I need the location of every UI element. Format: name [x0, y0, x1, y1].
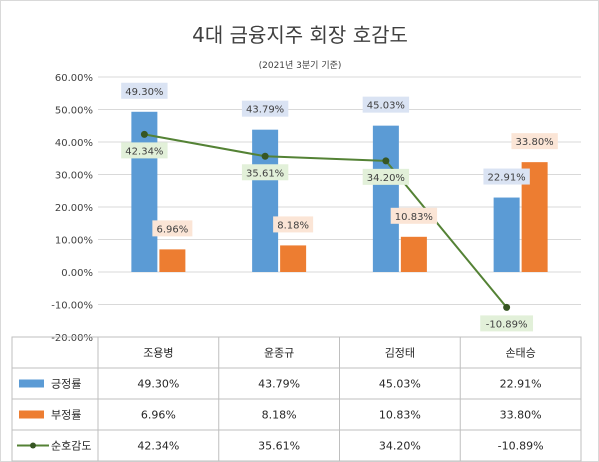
data-label: 49.30%	[125, 87, 163, 98]
bar	[400, 236, 427, 272]
data-label: -10.89%	[486, 319, 528, 330]
data-label-bg	[152, 220, 193, 237]
y-tick-label: 60.00%	[55, 73, 93, 84]
data-label-bg	[241, 100, 289, 117]
data-label: 8.18%	[277, 220, 309, 231]
line-series	[140, 130, 511, 311]
y-tick-label: 20.00%	[55, 203, 93, 214]
data-label-bg	[480, 315, 534, 332]
category-label: 손태승	[505, 347, 535, 360]
bar	[131, 111, 158, 273]
data-label: 43.79%	[246, 105, 284, 116]
table-cell: 22.91%	[500, 378, 542, 391]
data-label: 35.61%	[246, 168, 284, 179]
bar	[493, 197, 520, 272]
data-label-bg	[241, 164, 289, 181]
line-point	[503, 303, 511, 311]
data-label: 22.91%	[488, 173, 526, 184]
table-cell: 49.30%	[137, 378, 179, 391]
y-tick-label: -20.00%	[51, 333, 93, 344]
table-cell: -10.89%	[498, 440, 544, 453]
data-label: 33.80%	[516, 137, 554, 148]
data-label: 6.96%	[156, 224, 188, 235]
legend-marker	[30, 442, 36, 449]
category-label: 조용병	[143, 347, 173, 360]
chart-subtitle: (2021년 3분기 기준)	[259, 60, 342, 71]
legend-label: 순호감도	[51, 440, 91, 453]
line-point	[140, 130, 148, 138]
legend-label: 긍정률	[51, 378, 81, 391]
data-label-bg	[511, 133, 558, 150]
table-cell: 10.83%	[379, 409, 421, 422]
line-point	[382, 157, 390, 165]
legend-label: 부정률	[51, 409, 81, 422]
y-tick-label: -10.00%	[51, 301, 93, 312]
bar	[252, 129, 279, 272]
data-label-bg	[362, 96, 410, 113]
y-tick-label: 0.00%	[61, 268, 93, 279]
bar	[372, 125, 399, 272]
table-cell: 42.34%	[137, 440, 179, 453]
data-label-bg	[121, 142, 168, 159]
table-cell: 43.79%	[258, 378, 300, 391]
data-label-bg	[362, 168, 410, 185]
data-label: 10.83%	[395, 212, 433, 223]
bar	[159, 249, 186, 272]
y-tick-label: 10.00%	[55, 236, 93, 247]
table-cell: 6.96%	[141, 409, 176, 422]
table-cell: 34.20%	[379, 440, 421, 453]
table-cell: 35.61%	[258, 440, 300, 453]
legend-swatch	[19, 379, 44, 388]
chart-title: 4대 금융지주 회장 호감도	[192, 23, 408, 47]
data-label-bg	[483, 168, 530, 185]
data-label: 45.03%	[367, 101, 405, 112]
y-axis: 60.00% 50.00% 40.00% 30.00% 20.00% 10.00% 0.00…	[51, 73, 93, 344]
data-label: 42.34%	[125, 146, 163, 157]
data-labels: 49.30% 43.79% 45.03% 22.91% 6.96% 8.18% 10.83%…	[121, 82, 558, 332]
data-label: 34.20%	[367, 173, 405, 184]
category-label: 윤종규	[264, 347, 294, 360]
table-cell: 45.03%	[379, 378, 421, 391]
y-tick-label: 30.00%	[55, 171, 93, 182]
table-cell: 8.18%	[262, 409, 297, 422]
legend-swatch	[19, 410, 44, 419]
line-point	[261, 152, 269, 160]
data-label-bg	[390, 207, 438, 224]
category-label: 김정태	[385, 347, 415, 360]
table-cell: 33.80%	[500, 409, 542, 422]
y-tick-label: 40.00%	[55, 138, 93, 149]
data-label-bg	[121, 82, 168, 99]
bar	[280, 245, 307, 272]
line-path	[144, 133, 508, 309]
data-label-bg	[273, 216, 314, 233]
y-tick-label: 50.00%	[55, 106, 93, 117]
